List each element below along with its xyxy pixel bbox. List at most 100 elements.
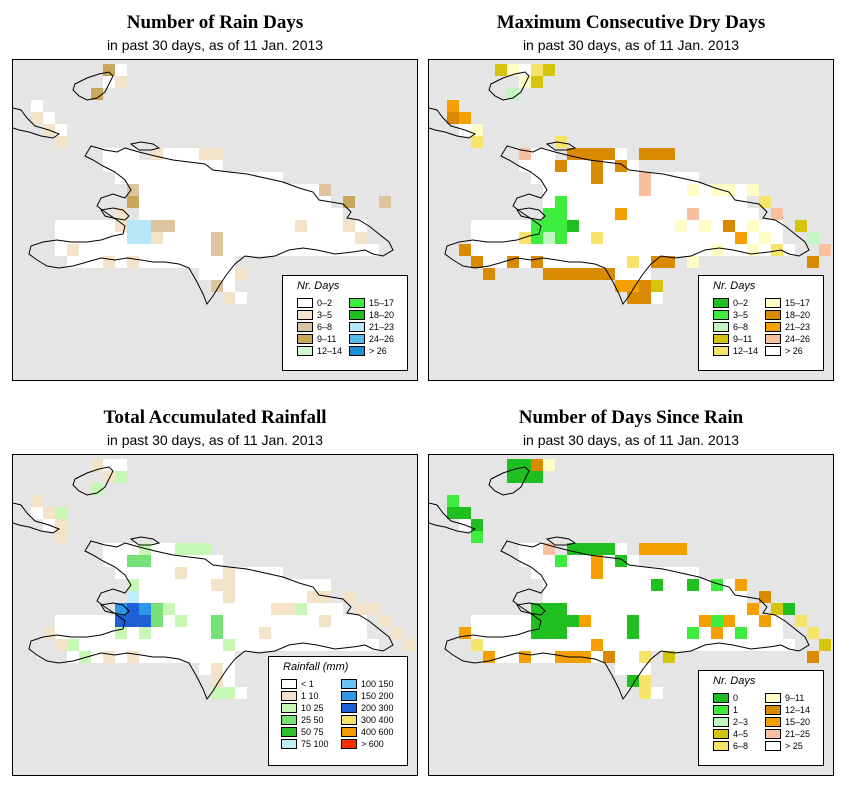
map-frame: Nr. Days 0–2 3–5 6–8 9–11 12–14 15–17 18–20 21–… bbox=[12, 59, 418, 381]
data-cell bbox=[91, 483, 103, 495]
legend-label: 24–26 bbox=[785, 334, 811, 344]
legend-label: > 600 bbox=[361, 739, 384, 749]
panel-total-rainfall: Total Accumulated Rainfall in past 30 da… bbox=[12, 407, 418, 777]
legend-swatch bbox=[281, 739, 297, 749]
data-cell bbox=[639, 172, 651, 184]
data-cell bbox=[91, 88, 103, 100]
legend-label: 100 150 bbox=[361, 679, 394, 689]
data-cell bbox=[235, 268, 247, 280]
data-cell bbox=[543, 627, 555, 639]
data-cell bbox=[555, 555, 567, 567]
data-cell bbox=[651, 280, 663, 292]
legend-swatch bbox=[713, 298, 729, 308]
data-cell bbox=[379, 615, 391, 627]
land-cell bbox=[531, 172, 699, 184]
legend-swatch bbox=[281, 715, 297, 725]
data-cell bbox=[447, 100, 459, 112]
legend-swatch bbox=[297, 322, 313, 332]
data-cell bbox=[355, 232, 367, 244]
data-cell bbox=[651, 148, 663, 160]
data-cell bbox=[471, 531, 483, 543]
data-cell bbox=[555, 615, 567, 627]
map-frame: Nr. Days 0 1 2–3 4–5 6–8 9–11 12–14 15–20 21–25 >… bbox=[428, 454, 834, 776]
data-cell bbox=[627, 675, 639, 687]
tortuga-outline bbox=[129, 536, 161, 546]
panel-title: Number of Days Since Rain bbox=[518, 407, 744, 428]
data-cell bbox=[615, 555, 627, 567]
map-canvas bbox=[13, 64, 394, 306]
data-cell bbox=[471, 256, 483, 268]
data-cell bbox=[531, 232, 543, 244]
legend-swatch bbox=[281, 679, 297, 689]
legend-label: 6–8 bbox=[733, 741, 749, 751]
data-cell bbox=[55, 507, 67, 519]
data-cell bbox=[579, 543, 591, 555]
data-cell bbox=[471, 639, 483, 651]
land-cell bbox=[471, 639, 759, 651]
tortuga-outline bbox=[545, 536, 577, 546]
data-cell bbox=[699, 220, 711, 232]
legend-title: Nr. Days bbox=[713, 675, 756, 687]
legend-label: 9–11 bbox=[317, 334, 337, 344]
map-canvas bbox=[429, 64, 831, 306]
cuba-outline bbox=[429, 502, 477, 534]
data-cell bbox=[295, 603, 307, 615]
legend-label: 18–20 bbox=[785, 310, 811, 320]
data-cell bbox=[319, 591, 331, 603]
land-cell bbox=[55, 220, 367, 232]
data-cell bbox=[735, 579, 747, 591]
legend-label: 15–20 bbox=[785, 717, 811, 727]
land-cell bbox=[103, 555, 223, 567]
data-cell bbox=[735, 627, 747, 639]
data-cell bbox=[127, 555, 139, 567]
data-cell bbox=[615, 280, 627, 292]
data-cell bbox=[591, 639, 603, 651]
legend-title: Rainfall (mm) bbox=[283, 661, 349, 673]
data-cell bbox=[283, 603, 295, 615]
land-cell bbox=[55, 639, 343, 651]
data-cell bbox=[711, 615, 723, 627]
inagua-outline bbox=[488, 466, 530, 496]
data-cell bbox=[555, 268, 567, 280]
land-cell bbox=[127, 184, 331, 196]
legend-label: 18–20 bbox=[369, 310, 395, 320]
data-cell bbox=[127, 196, 139, 208]
data-cell bbox=[519, 459, 531, 471]
land-cell bbox=[103, 76, 115, 88]
data-cell bbox=[639, 675, 651, 687]
legend-label: 0–2 bbox=[733, 298, 749, 308]
legend: Rainfall (mm) < 1 1 10 10 25 25 50 50 75 75 1… bbox=[268, 656, 408, 766]
data-cell bbox=[139, 603, 151, 615]
data-cell bbox=[543, 232, 555, 244]
legend-swatch bbox=[713, 346, 729, 356]
legend-swatch bbox=[349, 310, 365, 320]
data-cell bbox=[103, 64, 115, 76]
data-cell bbox=[471, 519, 483, 531]
land-cell bbox=[55, 244, 343, 256]
data-cell bbox=[627, 292, 639, 304]
data-cell bbox=[507, 471, 519, 483]
data-cell bbox=[519, 471, 531, 483]
legend-swatch bbox=[349, 346, 365, 356]
legend-swatch bbox=[341, 739, 357, 749]
data-cell bbox=[543, 268, 555, 280]
land-cell bbox=[471, 220, 783, 232]
legend-swatch bbox=[297, 346, 313, 356]
data-cell bbox=[127, 232, 139, 244]
data-cell bbox=[471, 136, 483, 148]
data-cell bbox=[603, 651, 615, 663]
data-cell bbox=[211, 579, 223, 591]
legend-label: 21–23 bbox=[785, 322, 811, 332]
data-cell bbox=[175, 543, 187, 555]
legend-swatch bbox=[765, 693, 781, 703]
legend-label: 21–25 bbox=[785, 729, 811, 739]
legend-swatch bbox=[765, 729, 781, 739]
data-cell bbox=[531, 64, 543, 76]
data-cell bbox=[615, 160, 627, 172]
data-cell bbox=[591, 268, 603, 280]
legend: Nr. Days 0–2 3–5 6–8 9–11 12–14 15–17 18–20 21–… bbox=[282, 275, 408, 371]
legend-label: 3–5 bbox=[733, 310, 749, 320]
data-cell bbox=[211, 663, 223, 675]
data-cell bbox=[735, 232, 747, 244]
data-cell bbox=[771, 244, 783, 256]
